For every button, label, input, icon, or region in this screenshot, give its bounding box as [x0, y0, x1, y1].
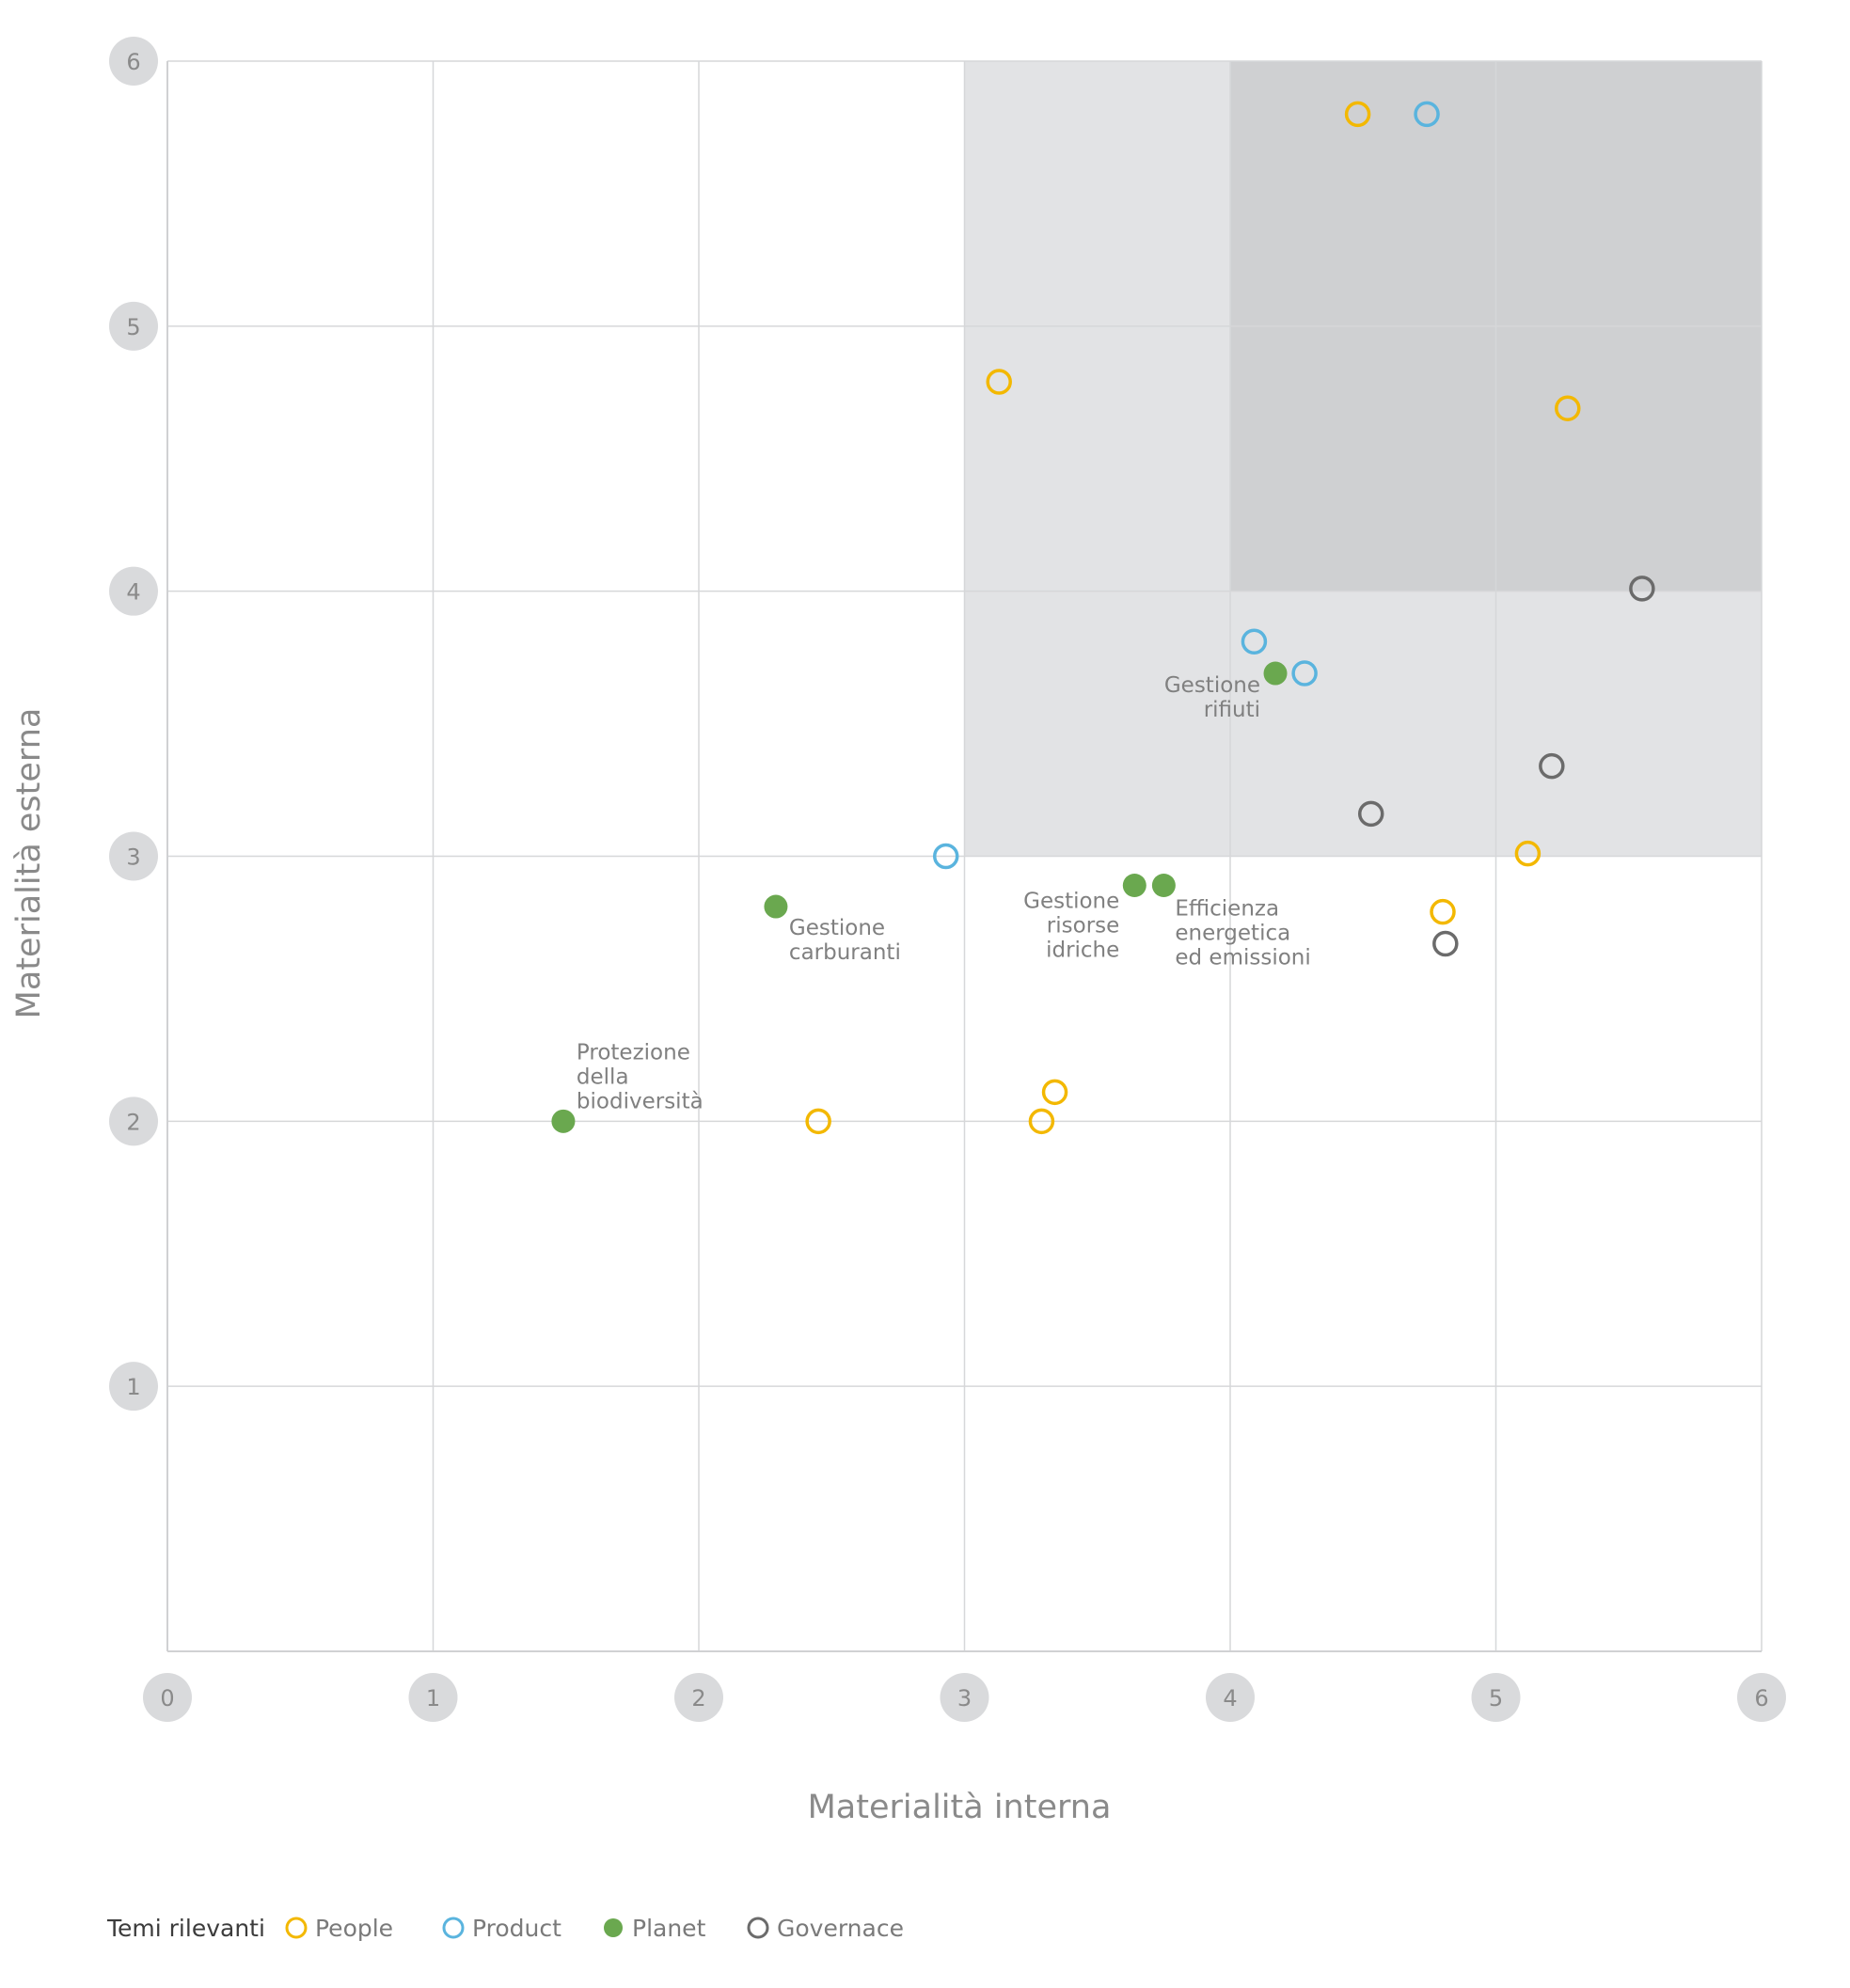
- grid-lines: [167, 60, 1763, 1651]
- x-tick-badge-2: [674, 1673, 723, 1722]
- y-tick-label-1: 1: [126, 1374, 140, 1400]
- data-points: [551, 101, 1655, 1135]
- point-governace-1: [1629, 576, 1655, 602]
- annotation-gestione-carburanti: Gestione carburanti: [789, 916, 901, 965]
- y-tick-label-2: 2: [126, 1109, 140, 1135]
- x-tick-badge-1: [408, 1673, 458, 1722]
- x-tick-label-0: 0: [160, 1685, 174, 1712]
- x-tick-badge-3: [940, 1673, 989, 1722]
- y-tick-label-3: 3: [126, 844, 140, 871]
- y-axis-title: Materialità esterna: [10, 708, 48, 1019]
- legend-title: Temi rilevanti: [106, 1915, 265, 1942]
- point-planet-5: [551, 1109, 576, 1133]
- point-people-8: [805, 1108, 831, 1135]
- y-tick-badge-2: [109, 1097, 158, 1146]
- annotation-line: ed emissioni: [1175, 946, 1310, 970]
- point-people-3: [1555, 395, 1581, 421]
- point-product-4: [932, 843, 959, 870]
- annotation-line: della: [577, 1065, 629, 1089]
- y-tick-label-4: 4: [126, 579, 140, 606]
- x-tick-label-6: 6: [1754, 1685, 1768, 1712]
- point-people-7: [1028, 1108, 1055, 1135]
- x-tick-label-4: 4: [1223, 1685, 1237, 1712]
- annotation-gestione-risorse-idriche: Gestione risorse idriche: [1023, 890, 1119, 963]
- annotation-line: rifiuti: [1204, 698, 1260, 722]
- y-tick-badge-6: [109, 37, 158, 86]
- point-planet-2: [1122, 874, 1146, 898]
- legend-marker-planet: [604, 1918, 623, 1937]
- x-tick-label-3: 3: [957, 1685, 972, 1712]
- legend: Temi rilevanti People Product Planet Govern…: [106, 1915, 904, 1942]
- point-planet-1: [1263, 661, 1288, 686]
- y-tick-badge-4: [109, 566, 158, 616]
- y-tick-badge-3: [109, 831, 158, 881]
- annotation-line: biodiversità: [577, 1089, 704, 1113]
- annotation-line: Gestione: [789, 916, 885, 940]
- legend-marker-people: [285, 1917, 308, 1939]
- annotation-line: Efficienza: [1175, 897, 1279, 922]
- annotation-line: Protezione: [577, 1040, 690, 1065]
- legend-label-governace: Governace: [777, 1915, 904, 1942]
- y-tick-label-6: 6: [126, 49, 140, 75]
- annotation-efficienza-energetica-ed-emissioni: Efficienza energetica ed emissioni: [1175, 897, 1310, 970]
- annotation-line: Gestione: [1023, 890, 1119, 914]
- x-tick-badge-5: [1471, 1673, 1521, 1722]
- annotation-protezione-della-biodiversit: Protezione della biodiversità: [577, 1040, 704, 1113]
- annotation-gestione-rifiuti: Gestione rifiuti: [1164, 673, 1260, 722]
- x-tick-label-1: 1: [426, 1685, 440, 1712]
- point-planet-4: [764, 894, 788, 919]
- x-axis-title: Materialità interna: [808, 1789, 1112, 1826]
- point-people-5: [1430, 898, 1456, 925]
- point-product-2: [1241, 628, 1268, 655]
- annotation-line: Gestione: [1164, 673, 1260, 698]
- x-tick-badge-0: [143, 1673, 192, 1722]
- annotation-line: energetica: [1175, 922, 1290, 946]
- point-people-2: [986, 369, 1012, 395]
- point-governace-2: [1539, 752, 1565, 780]
- point-people-6: [1041, 1079, 1068, 1106]
- point-governace-3: [1357, 800, 1384, 828]
- point-people-1: [1344, 101, 1371, 128]
- annotation-line: idriche: [1046, 939, 1119, 963]
- point-product-3: [1291, 660, 1318, 686]
- legend-label-planet: Planet: [632, 1915, 706, 1942]
- legend-label-product: Product: [472, 1915, 561, 1942]
- point-governace-4: [1432, 930, 1459, 957]
- x-tick-badge-6: [1737, 1673, 1786, 1722]
- y-tick-badge-5: [109, 301, 158, 351]
- legend-marker-product: [442, 1917, 465, 1939]
- x-tick-label-5: 5: [1489, 1685, 1503, 1712]
- x-axis-ticks: 0 1 2 3 4 5 6: [143, 1673, 1786, 1722]
- annotation-line: carburanti: [789, 940, 901, 965]
- y-axis-ticks: 1 2 3 4 5 6: [109, 37, 158, 1412]
- point-planet-3: [1151, 874, 1176, 898]
- point-product-1: [1414, 101, 1440, 128]
- point-people-4: [1514, 840, 1542, 867]
- y-tick-label-5: 5: [126, 314, 140, 340]
- legend-marker-governace: [747, 1917, 769, 1939]
- x-tick-badge-4: [1206, 1673, 1255, 1722]
- legend-label-people: People: [315, 1915, 393, 1942]
- annotation-line: risorse: [1047, 914, 1120, 939]
- legend-items: People Product Planet Governace: [285, 1915, 904, 1942]
- y-tick-badge-1: [109, 1362, 158, 1412]
- highlight-regions: [964, 61, 1762, 857]
- x-tick-label-2: 2: [691, 1685, 705, 1712]
- axes: [166, 61, 1762, 1652]
